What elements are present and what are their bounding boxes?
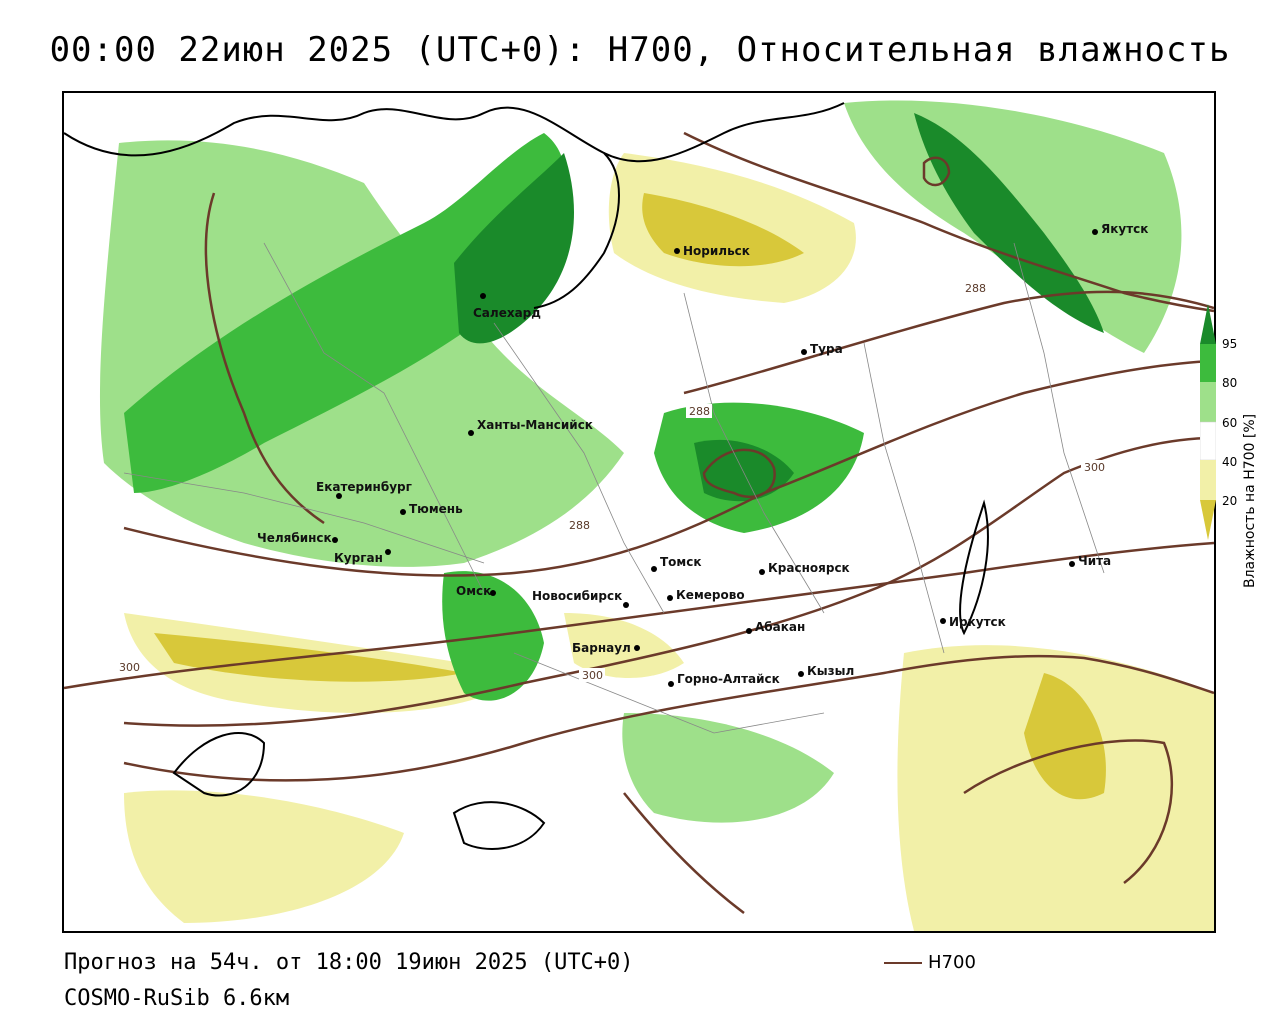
city-kyzyl: Кызыл: [798, 664, 854, 678]
model-name: COSMO-RuSib 6.6км: [64, 986, 290, 1011]
coastlines: [64, 102, 989, 850]
admin-borders: [123, 242, 1105, 734]
city-khanty-mansiysk: Ханты-Мансийск: [468, 418, 593, 436]
city-irkutsk: Иркутск: [940, 615, 1006, 629]
contour-legend-line: [884, 961, 922, 964]
svg-text:Абакан: Абакан: [755, 620, 805, 634]
map-canvas: 288 288 288 300 300 300 Норильск Якутск …: [64, 100, 1214, 931]
svg-text:Томск: Томск: [660, 555, 702, 569]
svg-text:Кызыл: Кызыл: [807, 664, 854, 678]
svg-text:Тюмень: Тюмень: [409, 502, 463, 516]
humidity-field: [99, 100, 1214, 931]
svg-text:Омск: Омск: [456, 584, 491, 598]
svg-text:Екатеринбург: Екатеринбург: [316, 480, 412, 494]
contour-label-288: 288: [569, 519, 590, 532]
city-krasnoyarsk: Красноярск: [759, 561, 850, 575]
city-barnaul: Барнаул: [572, 641, 640, 655]
svg-text:Новосибирск: Новосибирск: [532, 589, 622, 603]
contour-label-300: 300: [119, 661, 140, 674]
contour-label-288: 288: [689, 405, 710, 418]
svg-text:Кемерово: Кемерово: [676, 588, 745, 602]
svg-text:Барнаул: Барнаул: [572, 641, 631, 655]
city-norilsk: Норильск: [674, 244, 750, 258]
map-title: 00:00 22июн 2025 (UTC+0): H700, Относите…: [49, 30, 1231, 70]
colorbar-tick: 60: [1222, 416, 1238, 430]
city-markers: Норильск Якутск Салехард Тура Ханты-Манс…: [257, 222, 1148, 687]
city-tomsk: Томск: [651, 555, 702, 572]
city-tura: Тура: [801, 342, 843, 356]
svg-text:Курган: Курган: [334, 551, 383, 565]
contour-labels: 288 288 288 300 300 300: [116, 281, 1107, 682]
svg-text:Челябинск: Челябинск: [257, 531, 332, 545]
contour-label-300: 300: [1084, 461, 1105, 474]
contour-legend-label: H700: [928, 952, 976, 973]
svg-text:Ханты-Мансийск: Ханты-Мансийск: [477, 418, 593, 432]
weather-map: 288 288 288 300 300 300 Норильск Якутск …: [62, 91, 1216, 933]
city-yakutsk: Якутск: [1092, 222, 1148, 236]
svg-text:Горно-Алтайск: Горно-Алтайск: [677, 672, 780, 686]
city-kurgan: Курган: [334, 549, 391, 565]
contour-label-300: 300: [582, 669, 603, 682]
city-tyumen: Тюмень: [400, 502, 463, 516]
city-gorno-altaysk: Горно-Алтайск: [668, 672, 780, 687]
city-chita: Чита: [1069, 554, 1111, 568]
city-omsk: Омск: [456, 584, 496, 598]
city-kemerovo: Кемерово: [667, 588, 745, 602]
city-abakan: Абакан: [746, 620, 805, 634]
city-novosibirsk: Новосибирск: [532, 589, 629, 608]
svg-text:Якутск: Якутск: [1101, 222, 1148, 236]
colorbar-title: Влажность на H700 [%]: [1242, 413, 1258, 588]
colorbar-tick: 80: [1222, 376, 1238, 390]
colorbar-tick: 95: [1222, 337, 1238, 351]
city-salekhard: Салехард: [473, 293, 541, 320]
humidity-colorbar: [1200, 304, 1216, 540]
forecast-info: Прогноз на 54ч. от 18:00 19июн 2025 (UTC…: [64, 950, 634, 975]
contour-legend: H700: [884, 952, 976, 973]
colorbar-tick: 20: [1222, 494, 1238, 508]
h700-contours: [64, 131, 1214, 914]
svg-text:Салехард: Салехард: [473, 306, 541, 320]
svg-text:Красноярск: Красноярск: [768, 561, 850, 575]
svg-text:Чита: Чита: [1078, 554, 1111, 568]
svg-text:Норильск: Норильск: [683, 244, 750, 258]
city-yekaterinburg: Екатеринбург: [316, 480, 412, 499]
city-chelyabinsk: Челябинск: [257, 531, 338, 545]
contour-label-288: 288: [965, 282, 986, 295]
colorbar-tick: 40: [1222, 455, 1238, 469]
svg-text:Иркутск: Иркутск: [949, 615, 1006, 629]
svg-text:Тура: Тура: [810, 342, 843, 356]
